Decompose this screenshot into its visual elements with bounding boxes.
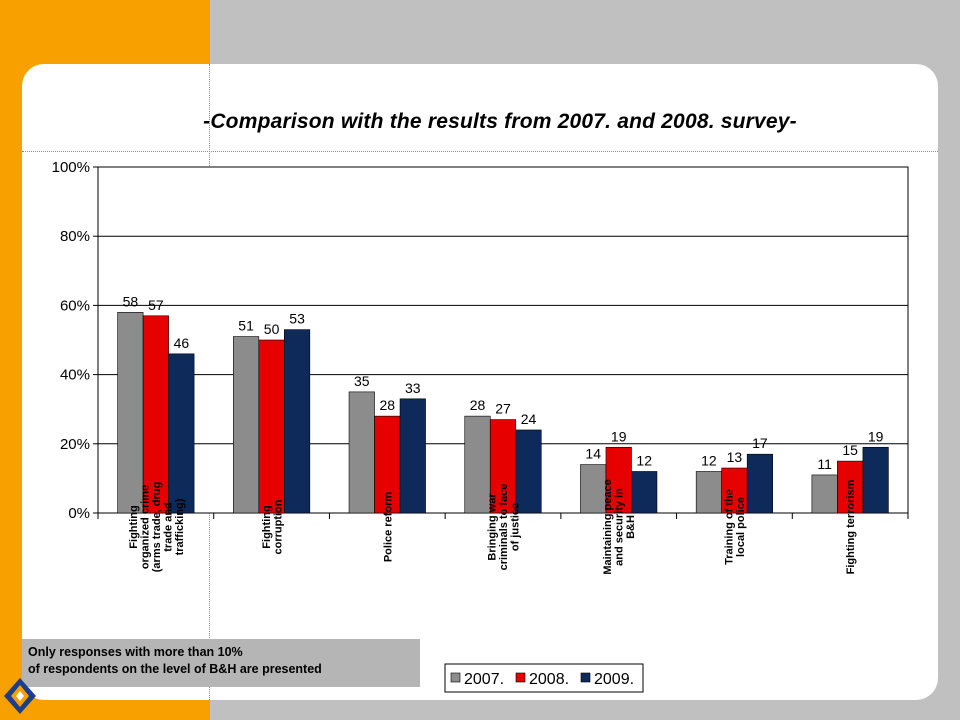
data-label: 11: [817, 456, 832, 472]
bar: [117, 312, 144, 514]
footnote-box: Only responses with more than 10% of res…: [22, 639, 420, 687]
data-label: 28: [470, 397, 486, 413]
data-label: 58: [123, 293, 139, 309]
data-label: 17: [752, 435, 768, 451]
x-category-label-line: Training of the: [724, 489, 736, 565]
legend-swatch: [580, 672, 591, 683]
x-category-label-line: Fighting terrorism: [845, 479, 857, 574]
x-category-label: Training of thelocal police: [724, 489, 748, 565]
bar: [348, 391, 375, 514]
data-label: 28: [379, 397, 395, 413]
x-category-label-line: Fighting: [261, 505, 273, 548]
bar: [399, 398, 426, 514]
data-label: 57: [148, 297, 164, 313]
bar: [811, 474, 838, 514]
bar: [721, 467, 748, 514]
x-category-label-line: Bringing war: [487, 493, 499, 561]
x-category-label-line: (arms trade, drug: [151, 482, 163, 572]
data-label: 13: [727, 449, 743, 465]
y-tick-label: 80%: [60, 228, 90, 245]
bar: [284, 329, 311, 514]
x-category-label-line: and security in: [614, 488, 626, 566]
bar: [746, 453, 773, 514]
footnote-line-2: of respondents on the level of B&H are p…: [28, 662, 322, 676]
bar: [142, 315, 169, 514]
y-tick-label: 40%: [60, 367, 90, 384]
dotted-divider-horizontal: [22, 151, 938, 152]
x-category-label: Bringing warcriminals to faceof justice: [487, 484, 522, 571]
x-category-label: Maintaining peaceand security inB&H: [602, 479, 637, 574]
bar: [464, 415, 491, 514]
bar: [837, 460, 864, 514]
x-category-label-line: trafficking): [174, 498, 186, 555]
data-label: 14: [585, 446, 601, 462]
bar: [631, 471, 658, 514]
y-tick-label: 60%: [60, 297, 90, 314]
bar: [695, 471, 722, 514]
y-tick-label: 20%: [60, 436, 90, 453]
legend-box: [444, 663, 644, 693]
legend-label: 2007.: [464, 671, 504, 688]
legend-label: 2009.: [594, 671, 634, 688]
y-tick-label: 0%: [68, 505, 90, 522]
data-label: 19: [868, 428, 884, 444]
data-label: 15: [842, 442, 858, 458]
bar: [233, 336, 260, 514]
chart-title: -Comparison with the results from 2007. …: [203, 110, 797, 133]
data-label: 50: [264, 321, 280, 337]
x-category-label: Police reform: [382, 492, 394, 563]
logo-icon: [4, 678, 36, 714]
x-category-label-line: Fighting: [128, 505, 140, 548]
x-category-label-line: Maintaining peace: [602, 479, 614, 574]
data-label: 33: [405, 380, 421, 396]
legend-swatch: [450, 672, 461, 683]
x-category-label-line: criminals to face: [498, 484, 510, 571]
x-category-label-line: of justice: [510, 503, 522, 551]
x-category-label: Fightingcorruption: [261, 499, 285, 554]
data-label: 12: [701, 452, 717, 468]
bar: [168, 353, 195, 514]
bar: [489, 419, 517, 514]
x-category-label: Fighting terrorism: [845, 479, 857, 574]
x-category-label-line: organized crime: [139, 485, 151, 569]
data-label: 12: [636, 452, 652, 468]
bar: [374, 415, 401, 514]
x-category-label-line: local police: [735, 497, 747, 557]
x-category-label-line: corruption: [272, 499, 284, 554]
data-label: 27: [495, 401, 511, 417]
bar: [862, 446, 889, 514]
data-label: 19: [611, 428, 627, 444]
data-label: 51: [238, 318, 254, 334]
bar: [258, 339, 285, 514]
bar: [515, 429, 542, 514]
x-category-label: Fightingorganized crime(arms trade, drug…: [128, 482, 186, 572]
legend-label: 2008.: [529, 671, 569, 688]
data-label: 24: [521, 411, 537, 427]
legend-swatch: [515, 672, 526, 683]
y-tick-label: 100%: [52, 159, 90, 176]
bar: [580, 464, 607, 514]
data-label: 53: [289, 311, 305, 327]
x-category-label-line: Police reform: [382, 492, 394, 563]
footnote-line-1: Only responses with more than 10%: [28, 645, 243, 659]
x-category-label-line: B&H: [625, 515, 637, 539]
data-label: 35: [354, 373, 370, 389]
data-label: 46: [174, 335, 190, 351]
x-category-label-line: trade and: [162, 502, 174, 552]
